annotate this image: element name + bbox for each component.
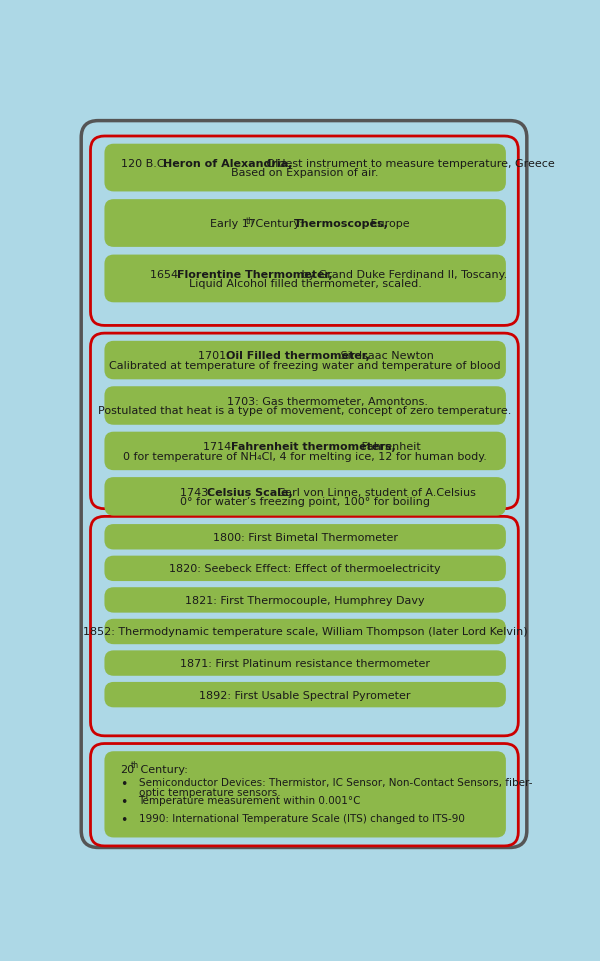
Text: Sir Isaac Newton: Sir Isaac Newton	[337, 351, 434, 361]
FancyBboxPatch shape	[104, 256, 506, 303]
FancyBboxPatch shape	[91, 517, 518, 736]
Text: 1821: First Thermocouple, Humphrey Davy: 1821: First Thermocouple, Humphrey Davy	[185, 595, 425, 605]
FancyBboxPatch shape	[81, 121, 527, 848]
FancyBboxPatch shape	[104, 556, 506, 581]
Text: Postulated that heat is a type of movement, concept of zero temperature.: Postulated that heat is a type of moveme…	[98, 406, 512, 416]
Text: Century:: Century:	[137, 764, 188, 774]
FancyBboxPatch shape	[104, 682, 506, 707]
Text: th: th	[131, 761, 139, 770]
Text: Celsius Scale,: Celsius Scale,	[208, 487, 293, 497]
Text: 1871: First Platinum resistance thermometer: 1871: First Platinum resistance thermome…	[180, 658, 430, 668]
FancyBboxPatch shape	[104, 200, 506, 248]
Text: Europe: Europe	[367, 219, 410, 229]
Text: Oldest instrument to measure temperature, Greece: Oldest instrument to measure temperature…	[263, 159, 555, 168]
Text: 1820: Seebeck Effect: Effect of thermoelectricity: 1820: Seebeck Effect: Effect of thermoel…	[169, 564, 441, 574]
Text: 0° for water’s freezing point, 100° for boiling: 0° for water’s freezing point, 100° for …	[180, 497, 430, 506]
Text: •: •	[120, 777, 127, 791]
FancyBboxPatch shape	[104, 341, 506, 380]
Text: 1852: Thermodynamic temperature scale, William Thompson (later Lord Kelvin): 1852: Thermodynamic temperature scale, W…	[83, 627, 527, 637]
Text: 1703: Gas thermometer, Amontons.: 1703: Gas thermometer, Amontons.	[227, 396, 428, 407]
Text: by Grand Duke Ferdinand II, Toscany.: by Grand Duke Ferdinand II, Toscany.	[298, 269, 508, 280]
Text: Liquid Alcohol filled thermometer, scaled.: Liquid Alcohol filled thermometer, scale…	[189, 279, 422, 289]
Text: Carl von Linne, student of A.Celsius: Carl von Linne, student of A.Celsius	[274, 487, 476, 497]
Text: Thermoscopes,: Thermoscopes,	[294, 219, 389, 229]
Text: 120 B.C.:: 120 B.C.:	[121, 159, 175, 168]
Text: 1892: First Usable Spectral Pyrometer: 1892: First Usable Spectral Pyrometer	[199, 690, 411, 700]
FancyBboxPatch shape	[91, 333, 518, 509]
FancyBboxPatch shape	[104, 619, 506, 645]
FancyBboxPatch shape	[104, 525, 506, 550]
Text: Early 17: Early 17	[210, 219, 256, 229]
Text: Florentine Thermometer,: Florentine Thermometer,	[178, 269, 333, 280]
Text: 1990: International Temperature Scale (ITS) changed to ITS-90: 1990: International Temperature Scale (I…	[139, 813, 464, 823]
Text: 1714:: 1714:	[203, 442, 239, 452]
Text: 20: 20	[120, 764, 134, 774]
Text: Fahrenheit thermometers,: Fahrenheit thermometers,	[231, 442, 395, 452]
Text: 1743:: 1743:	[180, 487, 215, 497]
Text: •: •	[120, 813, 127, 825]
FancyBboxPatch shape	[104, 144, 506, 192]
Text: 0 for temperature of NH₄Cl, 4 for melting ice, 12 for human body.: 0 for temperature of NH₄Cl, 4 for meltin…	[123, 452, 487, 461]
Text: •: •	[120, 796, 127, 808]
Text: Oil Filled thermometer,: Oil Filled thermometer,	[226, 351, 370, 361]
FancyBboxPatch shape	[104, 387, 506, 426]
Text: 1701:: 1701:	[198, 351, 233, 361]
Text: Semiconductor Devices: Thermistor, IC Sensor, Non-Contact Sensors, fiber-: Semiconductor Devices: Thermistor, IC Se…	[139, 777, 532, 788]
Text: 1654:: 1654:	[150, 269, 185, 280]
Text: Fahrenheit: Fahrenheit	[358, 442, 421, 452]
Text: optic temperature sensors.: optic temperature sensors.	[139, 788, 280, 798]
FancyBboxPatch shape	[104, 651, 506, 677]
Text: Calibrated at temperature of freezing water and temperature of blood: Calibrated at temperature of freezing wa…	[109, 360, 501, 370]
FancyBboxPatch shape	[104, 752, 506, 838]
FancyBboxPatch shape	[104, 432, 506, 471]
Text: 1800: First Bimetal Thermometer: 1800: First Bimetal Thermometer	[212, 532, 398, 542]
Text: Heron of Alexandria,: Heron of Alexandria,	[163, 159, 292, 168]
FancyBboxPatch shape	[104, 478, 506, 516]
Text: Temperature measurement within 0.001°C: Temperature measurement within 0.001°C	[139, 796, 361, 805]
FancyBboxPatch shape	[91, 136, 518, 326]
Text: th: th	[245, 217, 254, 226]
FancyBboxPatch shape	[104, 587, 506, 613]
Text: Century:: Century:	[252, 219, 306, 229]
FancyBboxPatch shape	[91, 744, 518, 846]
Text: Based on Expansion of air.: Based on Expansion of air.	[232, 168, 379, 178]
